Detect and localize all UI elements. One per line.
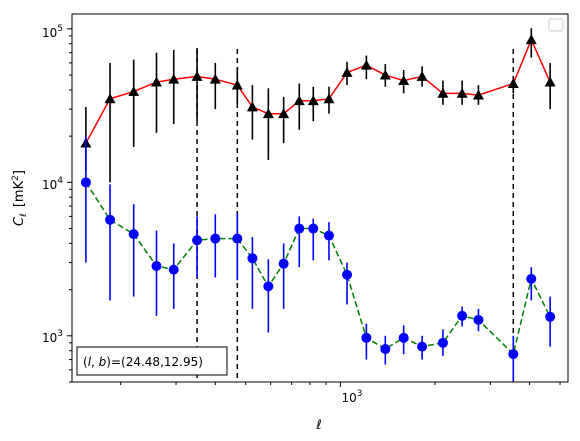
x-tick-label-1e3: 103	[341, 389, 362, 405]
series-0-point	[323, 93, 335, 104]
x-axis-label: ℓ	[315, 418, 321, 433]
series-0-point	[168, 73, 180, 84]
series-0-point	[231, 79, 243, 90]
series-0-point	[525, 34, 537, 45]
series-1-point	[508, 349, 519, 360]
series-1-point	[457, 310, 468, 321]
legend-box	[548, 18, 564, 32]
annotation-box	[76, 346, 228, 376]
axis-ticks	[67, 28, 561, 387]
series-0-point	[278, 108, 290, 119]
series-0-point	[507, 78, 519, 88]
series-1-point	[545, 311, 556, 322]
series-1-point	[128, 229, 139, 240]
series-1-point	[232, 233, 243, 244]
y-axis-label: Cℓ[mK2]	[11, 170, 29, 226]
series-1-point	[105, 214, 116, 225]
series-1-point	[398, 332, 409, 343]
series-0-point	[128, 86, 140, 97]
series-1-point	[263, 281, 274, 292]
series-1-point	[151, 260, 162, 271]
series-1-point	[473, 314, 484, 325]
series-1-point	[168, 264, 179, 275]
axes-frame	[71, 13, 569, 383]
series-1-point	[437, 337, 448, 348]
series-0-point	[472, 89, 484, 100]
series-0-point	[437, 87, 449, 98]
series-0-point	[191, 70, 203, 81]
series-1-point	[278, 258, 289, 269]
y-tick-label-1e4: 104	[42, 176, 63, 192]
series-0-point	[416, 70, 428, 81]
series-1-point	[192, 235, 203, 246]
series-1-point	[380, 344, 391, 355]
series-0-point	[379, 69, 391, 80]
y-tick-label-1e3: 103	[42, 329, 63, 345]
series-1-point	[323, 230, 334, 241]
series-0-point	[307, 95, 319, 106]
series-1-point	[342, 269, 353, 280]
series-0-point	[293, 95, 305, 106]
series-1-point	[417, 341, 428, 352]
plot-area	[80, 28, 556, 382]
series-0-point	[360, 59, 372, 70]
series-0-point	[341, 66, 353, 77]
series-1-point	[361, 332, 372, 343]
y-tick-label-1e5: 105	[42, 24, 63, 40]
series-0-point	[262, 108, 274, 119]
series-1-point	[526, 273, 537, 284]
series-0-point	[209, 73, 221, 84]
series-0-point	[104, 93, 116, 104]
annotation-text: (l, b)=(24.48,12.95)	[83, 355, 203, 369]
series-1-point	[308, 223, 319, 234]
series-0-point	[398, 75, 410, 86]
series-1-point	[247, 253, 258, 264]
series-0-point	[246, 101, 258, 112]
series-1-point	[80, 177, 91, 188]
series-1-point	[210, 233, 221, 244]
series-1-point	[294, 223, 305, 234]
series-0-line	[85, 37, 551, 144]
series-0-point	[544, 76, 556, 87]
series-0-point	[456, 87, 468, 98]
series-0-point	[150, 76, 162, 87]
